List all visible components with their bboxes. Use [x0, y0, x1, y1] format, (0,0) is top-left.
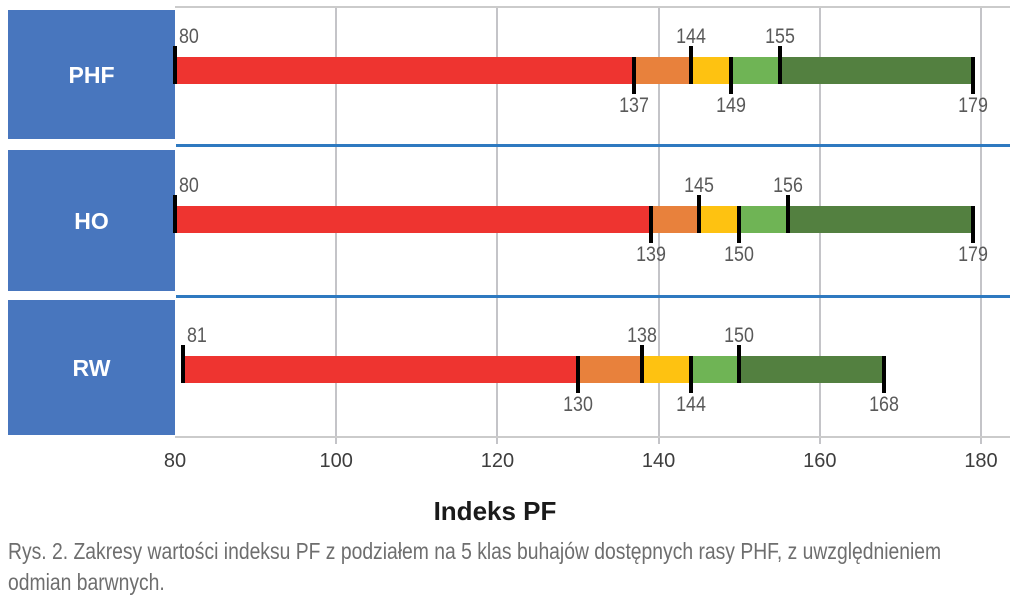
bar-segment-dark-green [787, 206, 973, 233]
boundary-tick [648, 206, 653, 243]
bar-segment-red [175, 57, 635, 84]
boundary-value-label: 179 [958, 94, 988, 117]
gridline [980, 6, 982, 444]
caption-line-1: Rys. 2. Zakresy wartości indeksu PF z po… [8, 538, 942, 564]
x-axis-tick-label: 140 [641, 450, 676, 472]
bar-segment-dark-green [739, 356, 885, 383]
boundary-tick [737, 345, 742, 383]
boundary-value-label: 81 [187, 324, 207, 347]
category-box [8, 150, 175, 291]
bar-segment-red [175, 206, 651, 233]
boundary-value-label: 130 [563, 393, 593, 416]
category-label: PHF [68, 61, 115, 88]
boundary-value-label: 80 [179, 174, 199, 197]
caption-line-2: odmian barwnych. [8, 569, 165, 595]
pf-index-range-chart: PHF 80 137 144 149 155 179 HO 80 139 145 150 156 179 R… [8, 6, 1010, 472]
boundary-value-label: 156 [772, 174, 803, 197]
bar-segment-orange [578, 356, 643, 383]
bar-segment-dark-green [779, 57, 973, 84]
bar-segment-light-green [690, 356, 740, 383]
boundary-tick [729, 57, 734, 94]
boundary-tick [632, 57, 637, 94]
boundary-value-label: 179 [958, 243, 988, 266]
boundary-value-label: 155 [764, 25, 795, 48]
boundary-tick [688, 356, 693, 393]
boundary-tick [777, 46, 782, 84]
category-label: HO [74, 207, 109, 234]
boundary-tick [576, 356, 580, 393]
x-axis-tick-label: 160 [803, 450, 837, 472]
boundary-tick [173, 195, 177, 233]
boundary-tick [688, 46, 693, 84]
boundary-tick [173, 46, 177, 84]
category-box [8, 10, 175, 139]
figure-caption: Rys. 2. Zakresy wartości indeksu PF z po… [8, 536, 1024, 598]
boundary-value-label: 138 [627, 324, 658, 347]
boundary-value-label: 168 [869, 393, 900, 416]
bar-segment-light-green [731, 57, 780, 84]
x-axis-title: Indeks PF [433, 496, 557, 526]
category-box [8, 300, 175, 435]
bar-segment-yellow [642, 356, 691, 383]
boundary-tick [181, 345, 186, 383]
row-separator-line [176, 295, 1010, 298]
boundary-value-label: 144 [675, 25, 706, 48]
plot-bottom-border [175, 436, 1010, 438]
x-axis-tick-label: 80 [163, 450, 187, 472]
bar-segment-red [183, 356, 578, 383]
bar-segment-orange [634, 57, 691, 84]
boundary-value-label: 137 [619, 94, 650, 117]
boundary-tick [785, 195, 790, 233]
plot-top-border [175, 6, 1010, 8]
boundary-tick [696, 195, 701, 233]
boundary-value-label: 150 [724, 324, 755, 347]
bar-segment-yellow [698, 206, 740, 233]
boundary-value-label: 149 [716, 94, 747, 117]
boundary-value-label: 145 [683, 174, 714, 197]
x-axis-tick-label: 100 [319, 450, 353, 472]
bar-segment-orange [650, 206, 699, 233]
boundary-tick [882, 356, 887, 393]
row-separator-line [176, 144, 1010, 147]
x-axis-tick-label: 120 [480, 450, 515, 472]
boundary-tick [737, 206, 742, 243]
boundary-value-label: 150 [724, 243, 755, 266]
category-label: RW [72, 354, 111, 381]
boundary-value-label: 144 [675, 393, 706, 416]
boundary-value-label: 139 [635, 243, 666, 266]
boundary-value-label: 80 [179, 25, 199, 48]
bar-segment-light-green [739, 206, 788, 233]
boundary-tick [640, 345, 645, 383]
bar-segment-yellow [690, 57, 732, 84]
x-axis-tick-label: 180 [964, 450, 998, 472]
boundary-tick [970, 206, 975, 243]
boundary-tick [970, 57, 975, 94]
